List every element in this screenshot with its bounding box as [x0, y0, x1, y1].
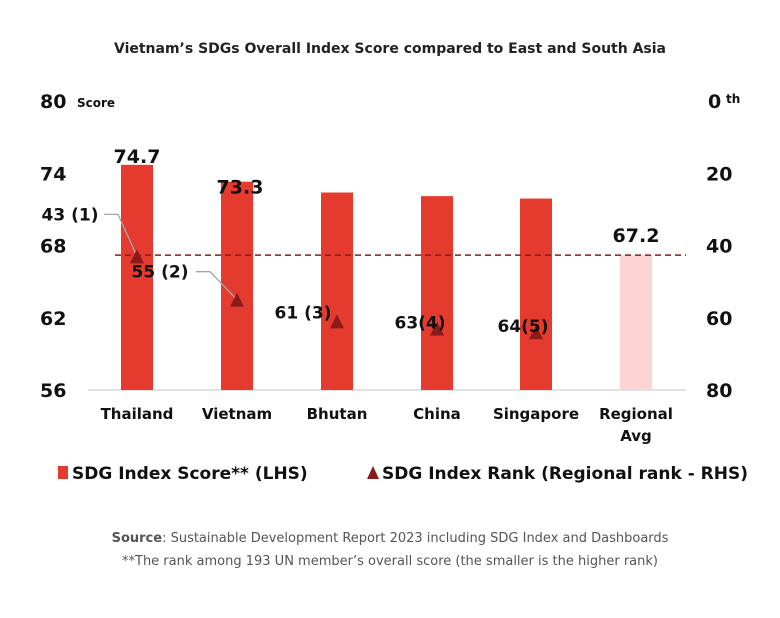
legend-rank-label: SDG Index Rank (Regional rank - RHS) — [382, 464, 748, 484]
left-tick-label: 74 — [40, 163, 66, 185]
right-axis-unit: th — [726, 92, 740, 106]
right-tick-label: 0 — [708, 91, 721, 113]
legend-bar-label: SDG Index Score** (LHS) — [72, 464, 308, 484]
left-tick-label: 68 — [40, 236, 66, 258]
right-tick-label: 20 — [706, 163, 732, 185]
rank-label: 63(4) — [394, 314, 445, 334]
rank-triangle — [230, 292, 244, 307]
right-axis: 0 20 40 60 80 — [706, 91, 732, 402]
source-text: : Sustainable Development Report 2023 in… — [162, 531, 669, 546]
left-axis-unit: Score — [77, 96, 115, 110]
rank-triangle — [529, 325, 543, 340]
rank-triangle — [130, 249, 144, 264]
category-labels: Thailand Vietnam Bhutan China Singapore Regio… — [101, 405, 673, 445]
leader-line — [104, 213, 138, 257]
source-label: Source — [112, 531, 163, 546]
rank-triangle — [430, 321, 444, 336]
bar-value-label: 67.2 — [613, 225, 660, 247]
right-tick-label: 40 — [706, 236, 732, 258]
chart-title: Vietnam’s SDGs Overall Index Score compa… — [114, 41, 666, 57]
rank-label: 64(5) — [497, 317, 548, 337]
bar-vietnam — [221, 181, 253, 390]
rank-markers: 43 (1) 55 (2) 61 (3) 63(4) 64(5) — [42, 205, 549, 340]
bar-value-label: 74.7 — [114, 146, 161, 168]
leader-line — [196, 271, 238, 301]
bar-value-label: 73.3 — [217, 177, 264, 199]
legend-bar-swatch — [58, 466, 68, 479]
right-tick-label: 80 — [706, 380, 732, 402]
left-axis: 56 62 68 74 80 — [40, 91, 66, 402]
category-label: China — [413, 405, 461, 423]
left-tick-label: 80 — [40, 91, 66, 113]
bar-china — [421, 196, 453, 390]
rank-triangle — [330, 314, 344, 329]
legend-triangle-swatch — [367, 466, 379, 479]
bars: 74.7 73.3 67.2 — [114, 146, 660, 390]
left-tick-label: 56 — [40, 380, 66, 402]
category-label: Thailand — [101, 405, 174, 423]
left-tick-label: 62 — [40, 308, 66, 330]
right-tick-label: 60 — [706, 308, 732, 330]
rank-label: 43 (1) — [42, 205, 99, 225]
category-label: Avg — [620, 427, 652, 445]
category-label: Singapore — [493, 405, 579, 423]
rank-label: 55 (2) — [132, 263, 189, 283]
bar-regional-avg — [620, 255, 652, 390]
bar-bhutan — [321, 192, 353, 390]
source-note: Source: Sustainable Development Report 2… — [112, 531, 669, 546]
category-label: Regional — [599, 405, 673, 423]
rank-label: 61 (3) — [275, 303, 332, 323]
category-label: Vietnam — [202, 405, 272, 423]
bar-singapore — [520, 198, 552, 390]
legend: SDG Index Score** (LHS) SDG Index Rank (… — [58, 464, 748, 484]
footnote: **The rank among 193 UN member’s overall… — [122, 554, 658, 569]
category-label: Bhutan — [307, 405, 368, 423]
bar-thailand — [121, 164, 153, 390]
